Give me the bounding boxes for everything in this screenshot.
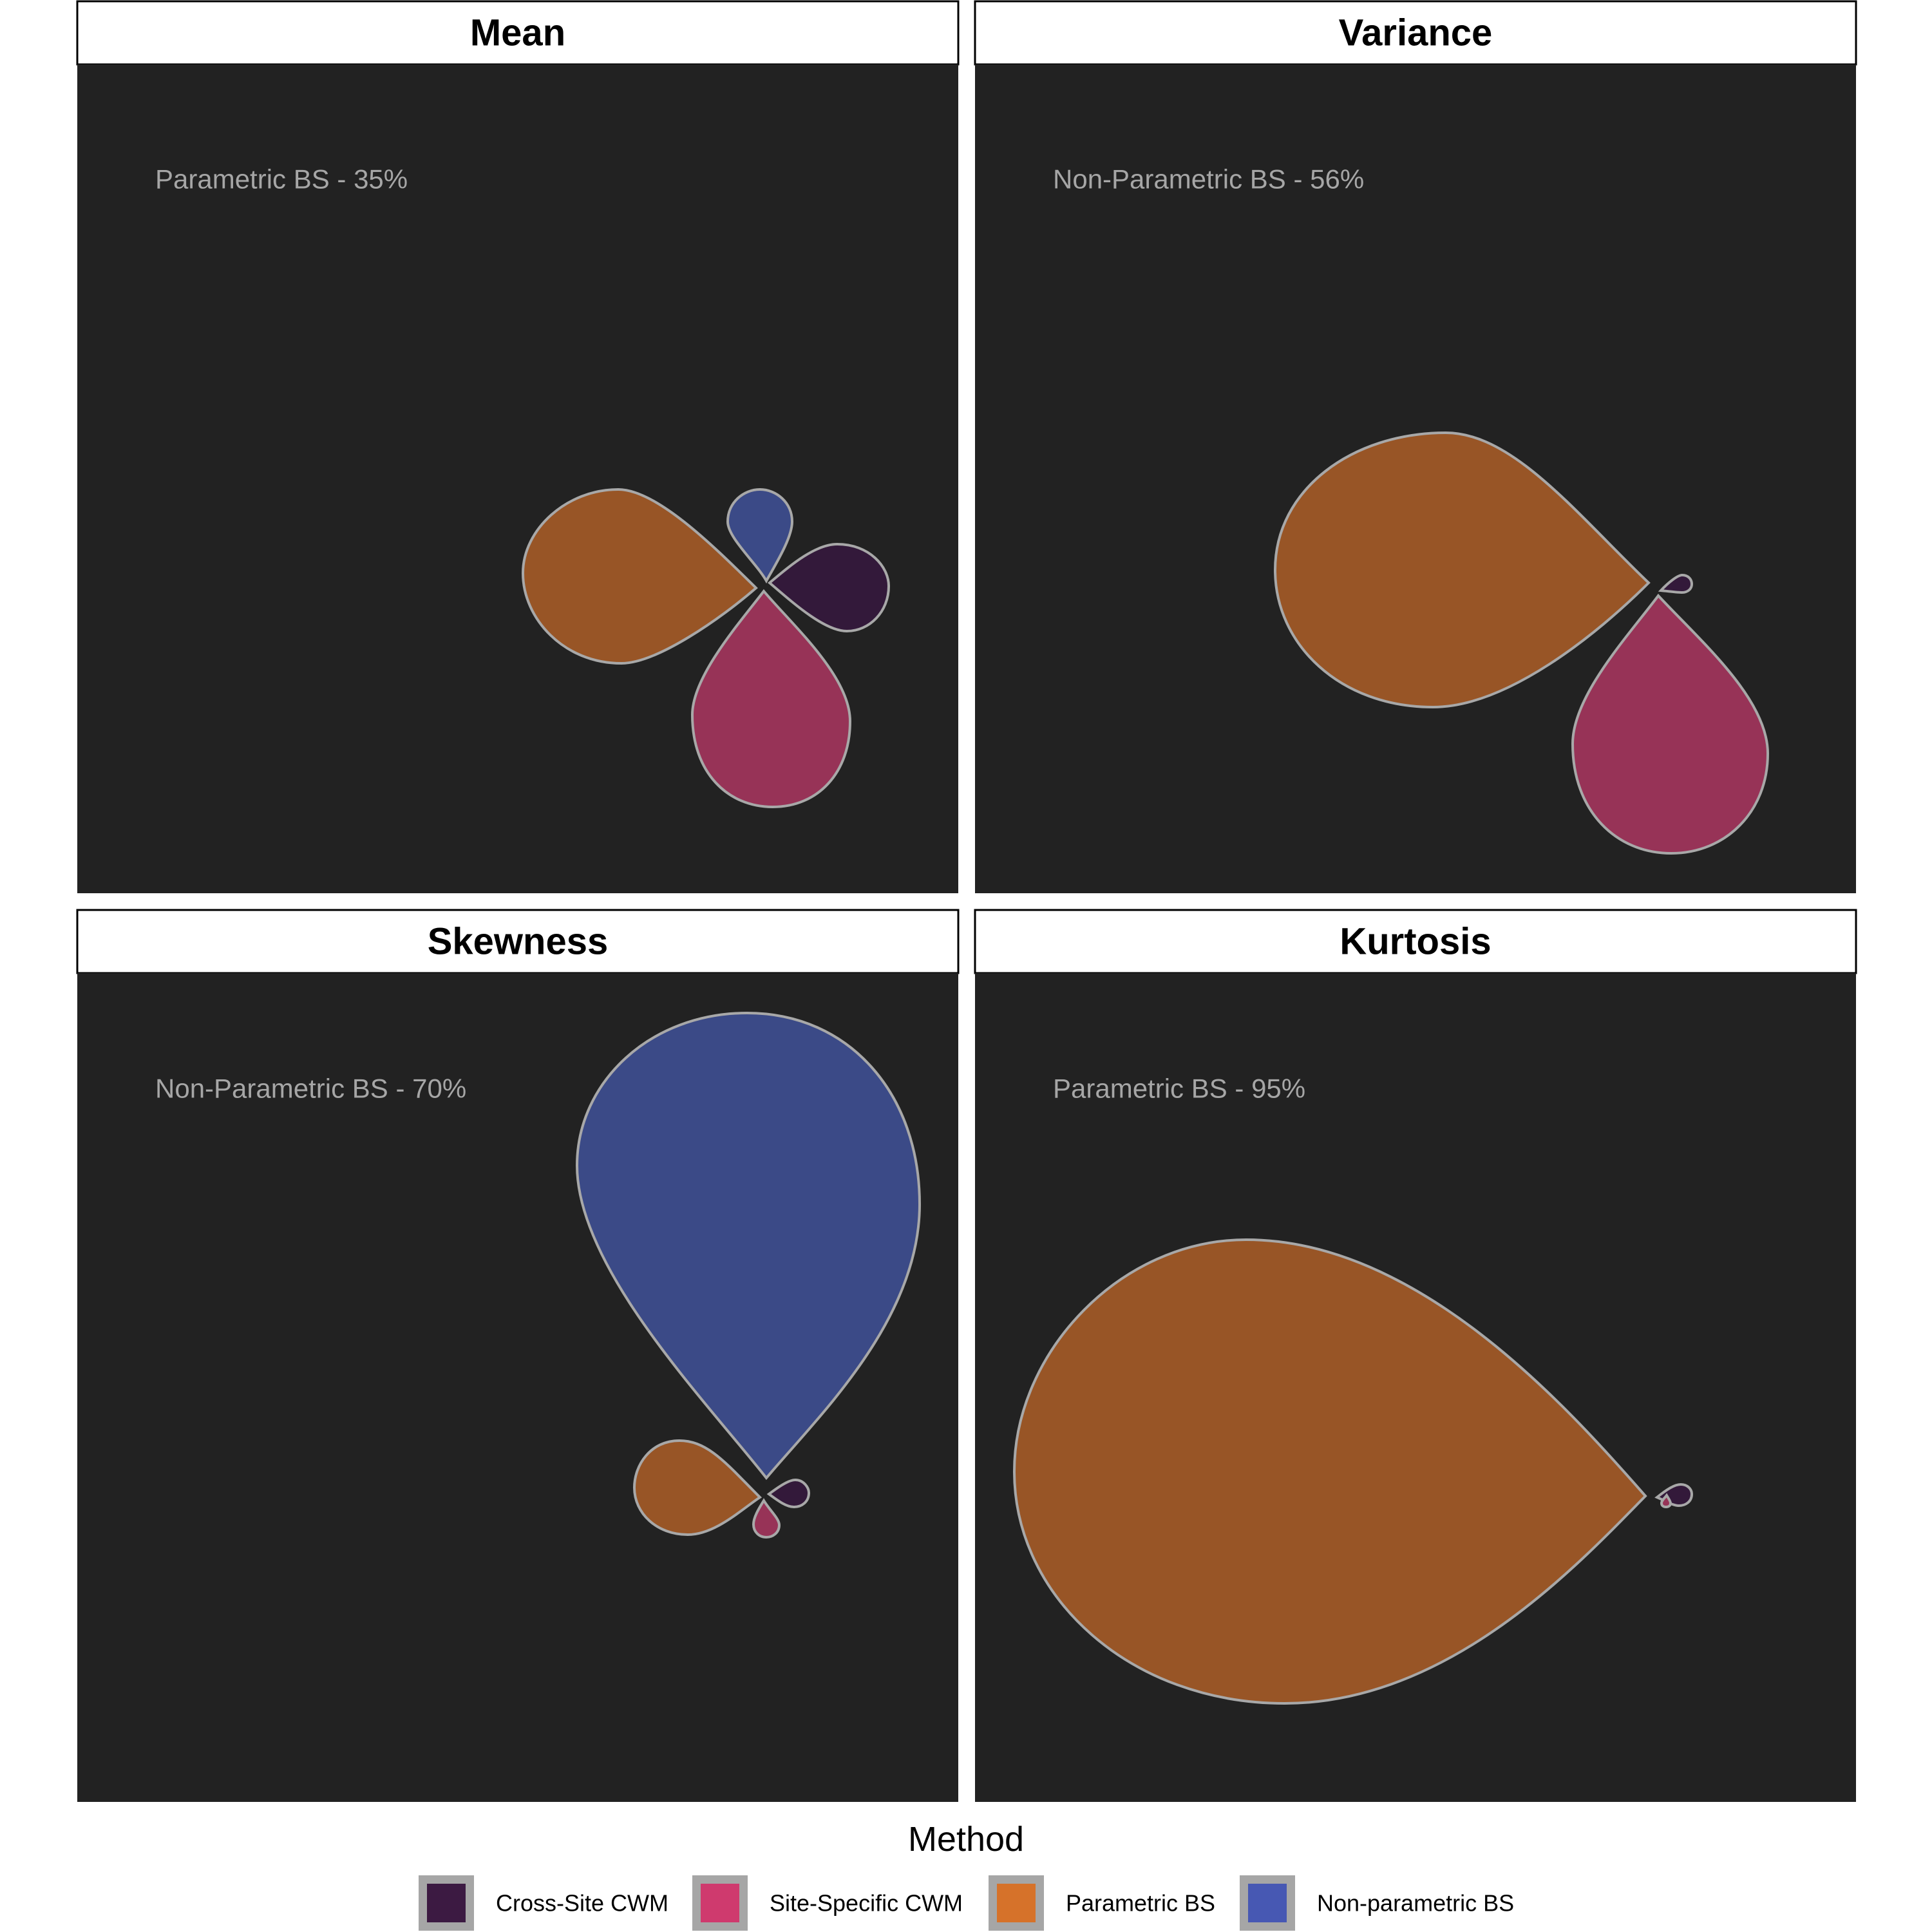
legend-swatch-site-specific-cwm — [701, 1884, 739, 1922]
petal-mean-non-parametric-bs — [726, 488, 794, 584]
petal-mean-cross-site-cwm — [767, 542, 891, 633]
panel-skewness-strip — [76, 909, 960, 974]
legend-item-non-parametric-bs: Non-parametric BS — [1240, 1875, 1514, 1931]
panel-mean-petals — [521, 488, 891, 809]
petal-skewness-parametric-bs — [632, 1439, 762, 1537]
petal-skewness-non-parametric-bs — [575, 1011, 922, 1481]
panel-skewness-title: Skewness — [428, 921, 609, 963]
petal-mean-site-specific-cwm — [690, 589, 852, 809]
panel-kurtosis-title: Kurtosis — [1340, 921, 1491, 963]
panel-skewness: Skewness Non-Parametric BS - 70% — [76, 909, 960, 1802]
legend-label-cross-site-cwm: Cross-Site CWM — [496, 1890, 668, 1917]
legend-swatch-non-parametric-bs — [1248, 1884, 1287, 1922]
panel-skewness-annotation: Non-Parametric BS - 70% — [155, 1074, 466, 1104]
legend-swatch-cross-site-cwm — [427, 1884, 466, 1922]
legend-item-parametric-bs: Parametric BS — [989, 1875, 1215, 1931]
panel-kurtosis-annotation: Parametric BS - 95% — [1053, 1074, 1305, 1104]
panel-kurtosis: Kurtosis Parametric BS - 95% — [974, 909, 1857, 1802]
petal-kurtosis-parametric-bs — [1012, 1238, 1647, 1705]
panel-mean-strip — [76, 0, 960, 66]
petal-mean-parametric-bs — [521, 488, 758, 665]
petal-variance-cross-site-cwm — [1658, 573, 1694, 594]
panel-mean-annotation: Parametric BS - 35% — [155, 164, 408, 194]
panel-mean-title: Mean — [470, 12, 565, 54]
panel-variance-annotation: Non-Parametric BS - 56% — [1053, 164, 1364, 194]
petal-skewness-cross-site-cwm — [766, 1478, 811, 1509]
petal-kurtosis-site-specific-cwm — [1660, 1493, 1672, 1509]
legend-item-site-specific-cwm: Site-Specific CWM — [692, 1875, 963, 1931]
legend-label-site-specific-cwm: Site-Specific CWM — [770, 1890, 963, 1917]
legend-title: Method — [908, 1820, 1024, 1859]
panel-kurtosis-petals — [1012, 1238, 1694, 1705]
panel-kurtosis-strip — [974, 909, 1857, 974]
panel-skewness-petals — [575, 1011, 922, 1539]
legend: Method Cross-Site CWM Site-Specific CWM … — [419, 1820, 1514, 1931]
legend-label-parametric-bs: Parametric BS — [1066, 1890, 1215, 1917]
panel-variance: Variance Non-Parametric BS - 56% — [974, 0, 1857, 893]
petal-variance-parametric-bs — [1273, 431, 1651, 709]
panel-mean: Mean Parametric BS - 35% — [76, 0, 960, 893]
petal-skewness-site-specific-cwm — [752, 1498, 781, 1539]
legend-swatch-parametric-bs — [997, 1884, 1036, 1922]
panel-variance-petals — [1273, 431, 1770, 855]
petal-variance-site-specific-cwm — [1571, 593, 1770, 855]
legend-label-non-parametric-bs: Non-parametric BS — [1317, 1890, 1514, 1917]
legend-item-cross-site-cwm: Cross-Site CWM — [419, 1875, 668, 1931]
panel-variance-title: Variance — [1339, 12, 1493, 54]
panel-variance-strip — [974, 0, 1857, 66]
